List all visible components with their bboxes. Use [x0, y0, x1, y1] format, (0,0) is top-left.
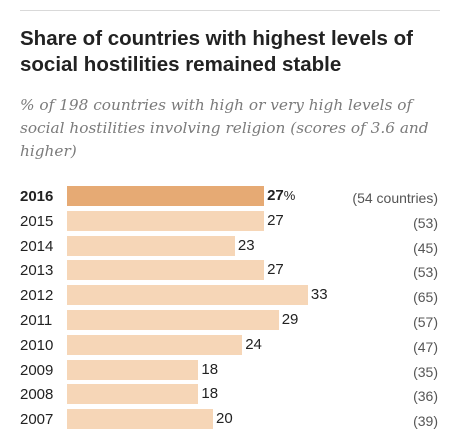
- value-label: 27: [267, 261, 284, 279]
- value-label: 27%: [267, 187, 295, 205]
- category-label: 2015: [20, 212, 54, 230]
- country-count-label: (39): [413, 413, 438, 430]
- chart-title: Share of countries with highest levels o…: [20, 27, 413, 76]
- bar-row-2010: 2010 24 (47): [0, 334, 458, 358]
- bar-row-2009: 2009 18 (35): [0, 359, 458, 383]
- top-divider: [20, 10, 440, 11]
- country-count-label: (65): [413, 289, 438, 306]
- country-count-label: (57): [413, 314, 438, 330]
- bar: [67, 186, 265, 206]
- category-label: 2014: [20, 237, 54, 255]
- value-label: 20: [216, 410, 233, 428]
- bar: [67, 409, 213, 430]
- bar: [67, 359, 199, 380]
- country-count-label: (35): [413, 363, 438, 380]
- bar-row-2008: 2008 18 (36): [0, 383, 458, 407]
- bar: [67, 235, 235, 256]
- value-label: 24: [245, 336, 262, 354]
- value-label: 18: [201, 361, 218, 379]
- bar-row-2015: 2015 27 (53): [0, 210, 458, 234]
- category-label: 2010: [20, 336, 54, 354]
- bar: [67, 310, 279, 330]
- category-label: 2011: [20, 312, 53, 329]
- category-label: 2008: [20, 386, 54, 404]
- bar-row-2014: 2014 23 (45): [0, 235, 458, 259]
- bar-row-2013: 2013 27 (53): [0, 259, 458, 283]
- value-number: 29: [281, 311, 299, 328]
- value-number: 18: [201, 360, 219, 378]
- bar: [67, 260, 265, 281]
- category-label: 2007: [20, 411, 54, 429]
- value-label: 29: [282, 311, 299, 329]
- bar-chart: 2016 27% (54 countries) 2015 27 (53) 2014 23 (45…: [0, 185, 458, 435]
- bar-row-2011: 2011 29 (57): [0, 309, 458, 333]
- value-number: 20: [216, 410, 233, 428]
- bar: [67, 334, 243, 355]
- value-number: 23: [237, 236, 255, 254]
- value-number: 27: [267, 211, 284, 229]
- value-label: 27: [267, 212, 284, 230]
- category-label: 2016: [20, 188, 54, 205]
- value-number: 24: [245, 335, 262, 353]
- country-count-label: (47): [413, 338, 438, 355]
- percent-suffix: %: [283, 188, 296, 203]
- bar-row-2016: 2016 27% (54 countries): [0, 185, 458, 209]
- bar: [67, 210, 265, 231]
- value-label: 18: [201, 385, 218, 403]
- bar-row-2007: 2007 20 (39): [0, 408, 458, 432]
- country-count-label: (53): [413, 214, 438, 231]
- bar: [67, 285, 308, 306]
- country-count-label: (54 countries): [352, 190, 438, 206]
- value-number: 33: [310, 286, 328, 304]
- value-number: 27: [267, 261, 284, 279]
- country-count-label: (53): [413, 264, 438, 281]
- category-label: 2012: [20, 287, 54, 305]
- country-count-label: (36): [413, 388, 438, 405]
- value-label: 23: [238, 237, 255, 255]
- bar-row-2012: 2012 33 (65): [0, 284, 458, 308]
- value-number: 27: [267, 187, 284, 204]
- value-number: 18: [201, 385, 219, 403]
- category-label: 2013: [20, 262, 54, 280]
- country-count-label: (45): [413, 239, 438, 256]
- bar: [67, 384, 199, 405]
- value-label: 33: [311, 286, 328, 304]
- category-label: 2009: [20, 361, 54, 379]
- chart-subtitle: % of 198 countries with high or very hig…: [20, 96, 429, 160]
